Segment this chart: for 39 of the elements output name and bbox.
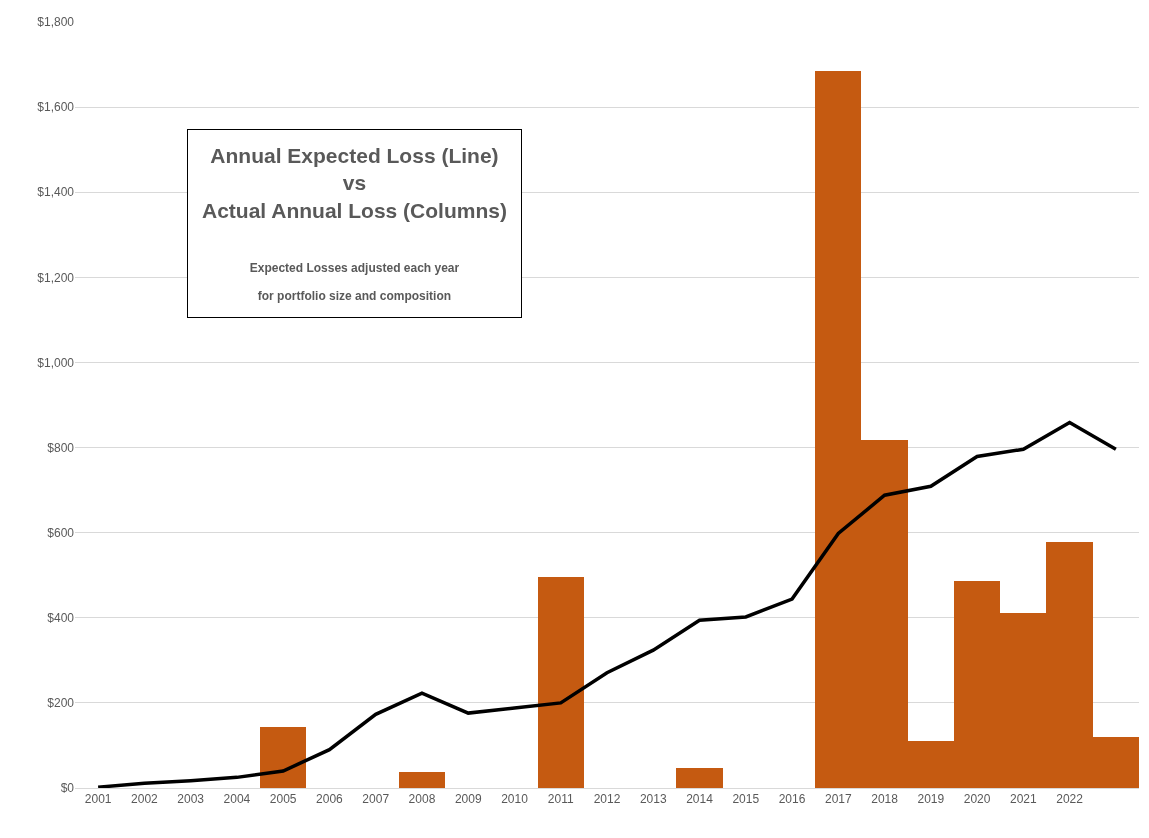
x-tick-label: 2019: [917, 792, 945, 807]
y-tick-label: $1,800: [37, 15, 75, 30]
y-tick-label: $600: [47, 525, 75, 540]
bar: [676, 768, 723, 788]
x-tick-label: 2022: [1056, 792, 1084, 807]
x-tick-label: 2014: [686, 792, 714, 807]
x-tick-label: 2015: [732, 792, 760, 807]
y-tick-label: $800: [47, 440, 75, 455]
x-tick-label: 2020: [963, 792, 991, 807]
x-tick-label: 2011: [547, 792, 574, 807]
bar: [260, 727, 306, 788]
x-tick-label: 2013: [639, 792, 667, 807]
y-tick-label: $0: [60, 781, 75, 796]
bar: [399, 772, 445, 788]
bar: [538, 577, 584, 788]
x-tick-label: 2002: [131, 792, 159, 807]
x-tick-label: 2009: [454, 792, 482, 807]
text: Annual Expected Loss (Line) vs Actual Annual Loss (Columns): [202, 144, 507, 222]
x-tick-label: 2016: [778, 792, 806, 807]
y-tick-label: $1,600: [37, 100, 75, 115]
x-tick-label: 2018: [871, 792, 899, 807]
x-tick-label: 2004: [223, 792, 251, 807]
x-tick-label: 2005: [269, 792, 297, 807]
x-tick-label: 2021: [1010, 792, 1038, 807]
y-tick-label: $1,400: [37, 185, 75, 200]
x-tick-label: 2006: [316, 792, 344, 807]
y-tick-label: $200: [47, 696, 75, 711]
x-tick-label: 2008: [408, 792, 436, 807]
x-tick-label: 2007: [362, 792, 390, 807]
line-series: [96, 420, 1118, 788]
y-tick-label: $1,200: [37, 270, 75, 285]
x-tick-label: 2001: [84, 792, 112, 807]
x-tick-label: 2010: [501, 792, 529, 807]
x-tick-label: 2012: [593, 792, 621, 807]
x-tick-label: 2003: [177, 792, 205, 807]
y-tick-label: $1,000: [37, 355, 75, 370]
x-tick-label: 2017: [824, 792, 852, 807]
text: Expected Losses adjusted each year for portfolio size and composition: [249, 261, 460, 303]
y-tick-label: $400: [47, 610, 75, 625]
